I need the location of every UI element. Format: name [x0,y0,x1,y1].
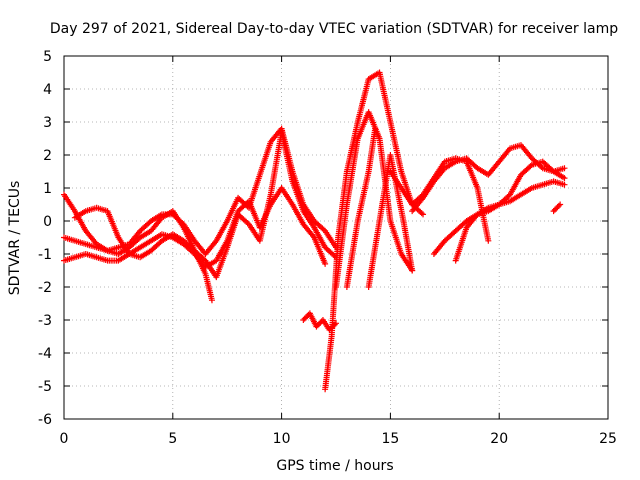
data-points [61,69,568,393]
y-tick-label: -1 [38,247,52,263]
data-point [302,314,309,321]
data-point [418,210,425,217]
data-series-8 [343,125,379,290]
data-point [314,322,321,329]
data-point [527,163,534,170]
data-series-11 [409,142,568,215]
data-point [420,211,427,218]
data-point [409,267,416,274]
x-tick-labels: 0 5 10 15 20 25 [60,431,617,447]
data-point [561,165,568,172]
data-point [557,201,564,208]
data-point [301,315,308,322]
x-tick-label: 0 [60,431,69,447]
data-series-3 [61,185,329,271]
y-tick-label: 5 [43,49,52,65]
data-point [561,181,568,188]
data-series-10 [387,155,492,244]
data-series-7 [333,109,416,290]
data-point [208,297,215,304]
x-axis-label: GPS time / hours [276,458,393,474]
x-tick-label: 5 [168,431,177,447]
data-point [554,204,561,211]
y-tick-label: -3 [38,313,52,329]
data-series-13 [452,158,568,264]
x-tick-label: 25 [599,431,617,447]
y-tick-label: 4 [43,82,52,98]
data-series-14 [550,201,564,215]
data-point [553,205,560,212]
data-point [313,323,320,330]
data-series-5 [300,310,339,333]
data-point [317,319,324,326]
y-axis-label: SDTVAR / TECUs [7,181,23,296]
data-point [550,208,557,215]
y-tick-labels: -6 -5 -4 -3 -2 -1 0 1 2 3 4 5 [38,49,52,428]
y-tick-label: 0 [43,214,52,230]
data-point [551,206,558,213]
y-tick-label: -5 [38,379,52,395]
data-point [333,320,339,327]
x-tick-label: 15 [381,431,399,447]
data-point [372,125,379,132]
data-point [304,313,311,320]
x-tick-label: 10 [273,431,291,447]
data-point [485,237,492,244]
y-tick-label: 2 [43,148,52,164]
data-series-4 [71,128,339,281]
axis-ticks [63,55,609,420]
x-tick-label: 20 [490,431,508,447]
data-series-2 [61,125,339,257]
data-point [316,320,323,327]
data-point [561,175,568,182]
chart-title: Day 297 of 2021, Sidereal Day-to-day VTE… [50,21,618,37]
y-tick-label: -6 [38,412,52,428]
data-point [322,260,329,267]
data-series-12 [430,178,568,257]
y-tick-label: 1 [43,181,52,197]
y-tick-label: 3 [43,115,52,131]
data-series-6 [322,69,427,393]
data-point [300,317,307,323]
data-point [330,322,337,329]
y-tick-label: -4 [38,346,52,362]
y-tick-label: -2 [38,280,52,296]
data-point [555,202,562,209]
